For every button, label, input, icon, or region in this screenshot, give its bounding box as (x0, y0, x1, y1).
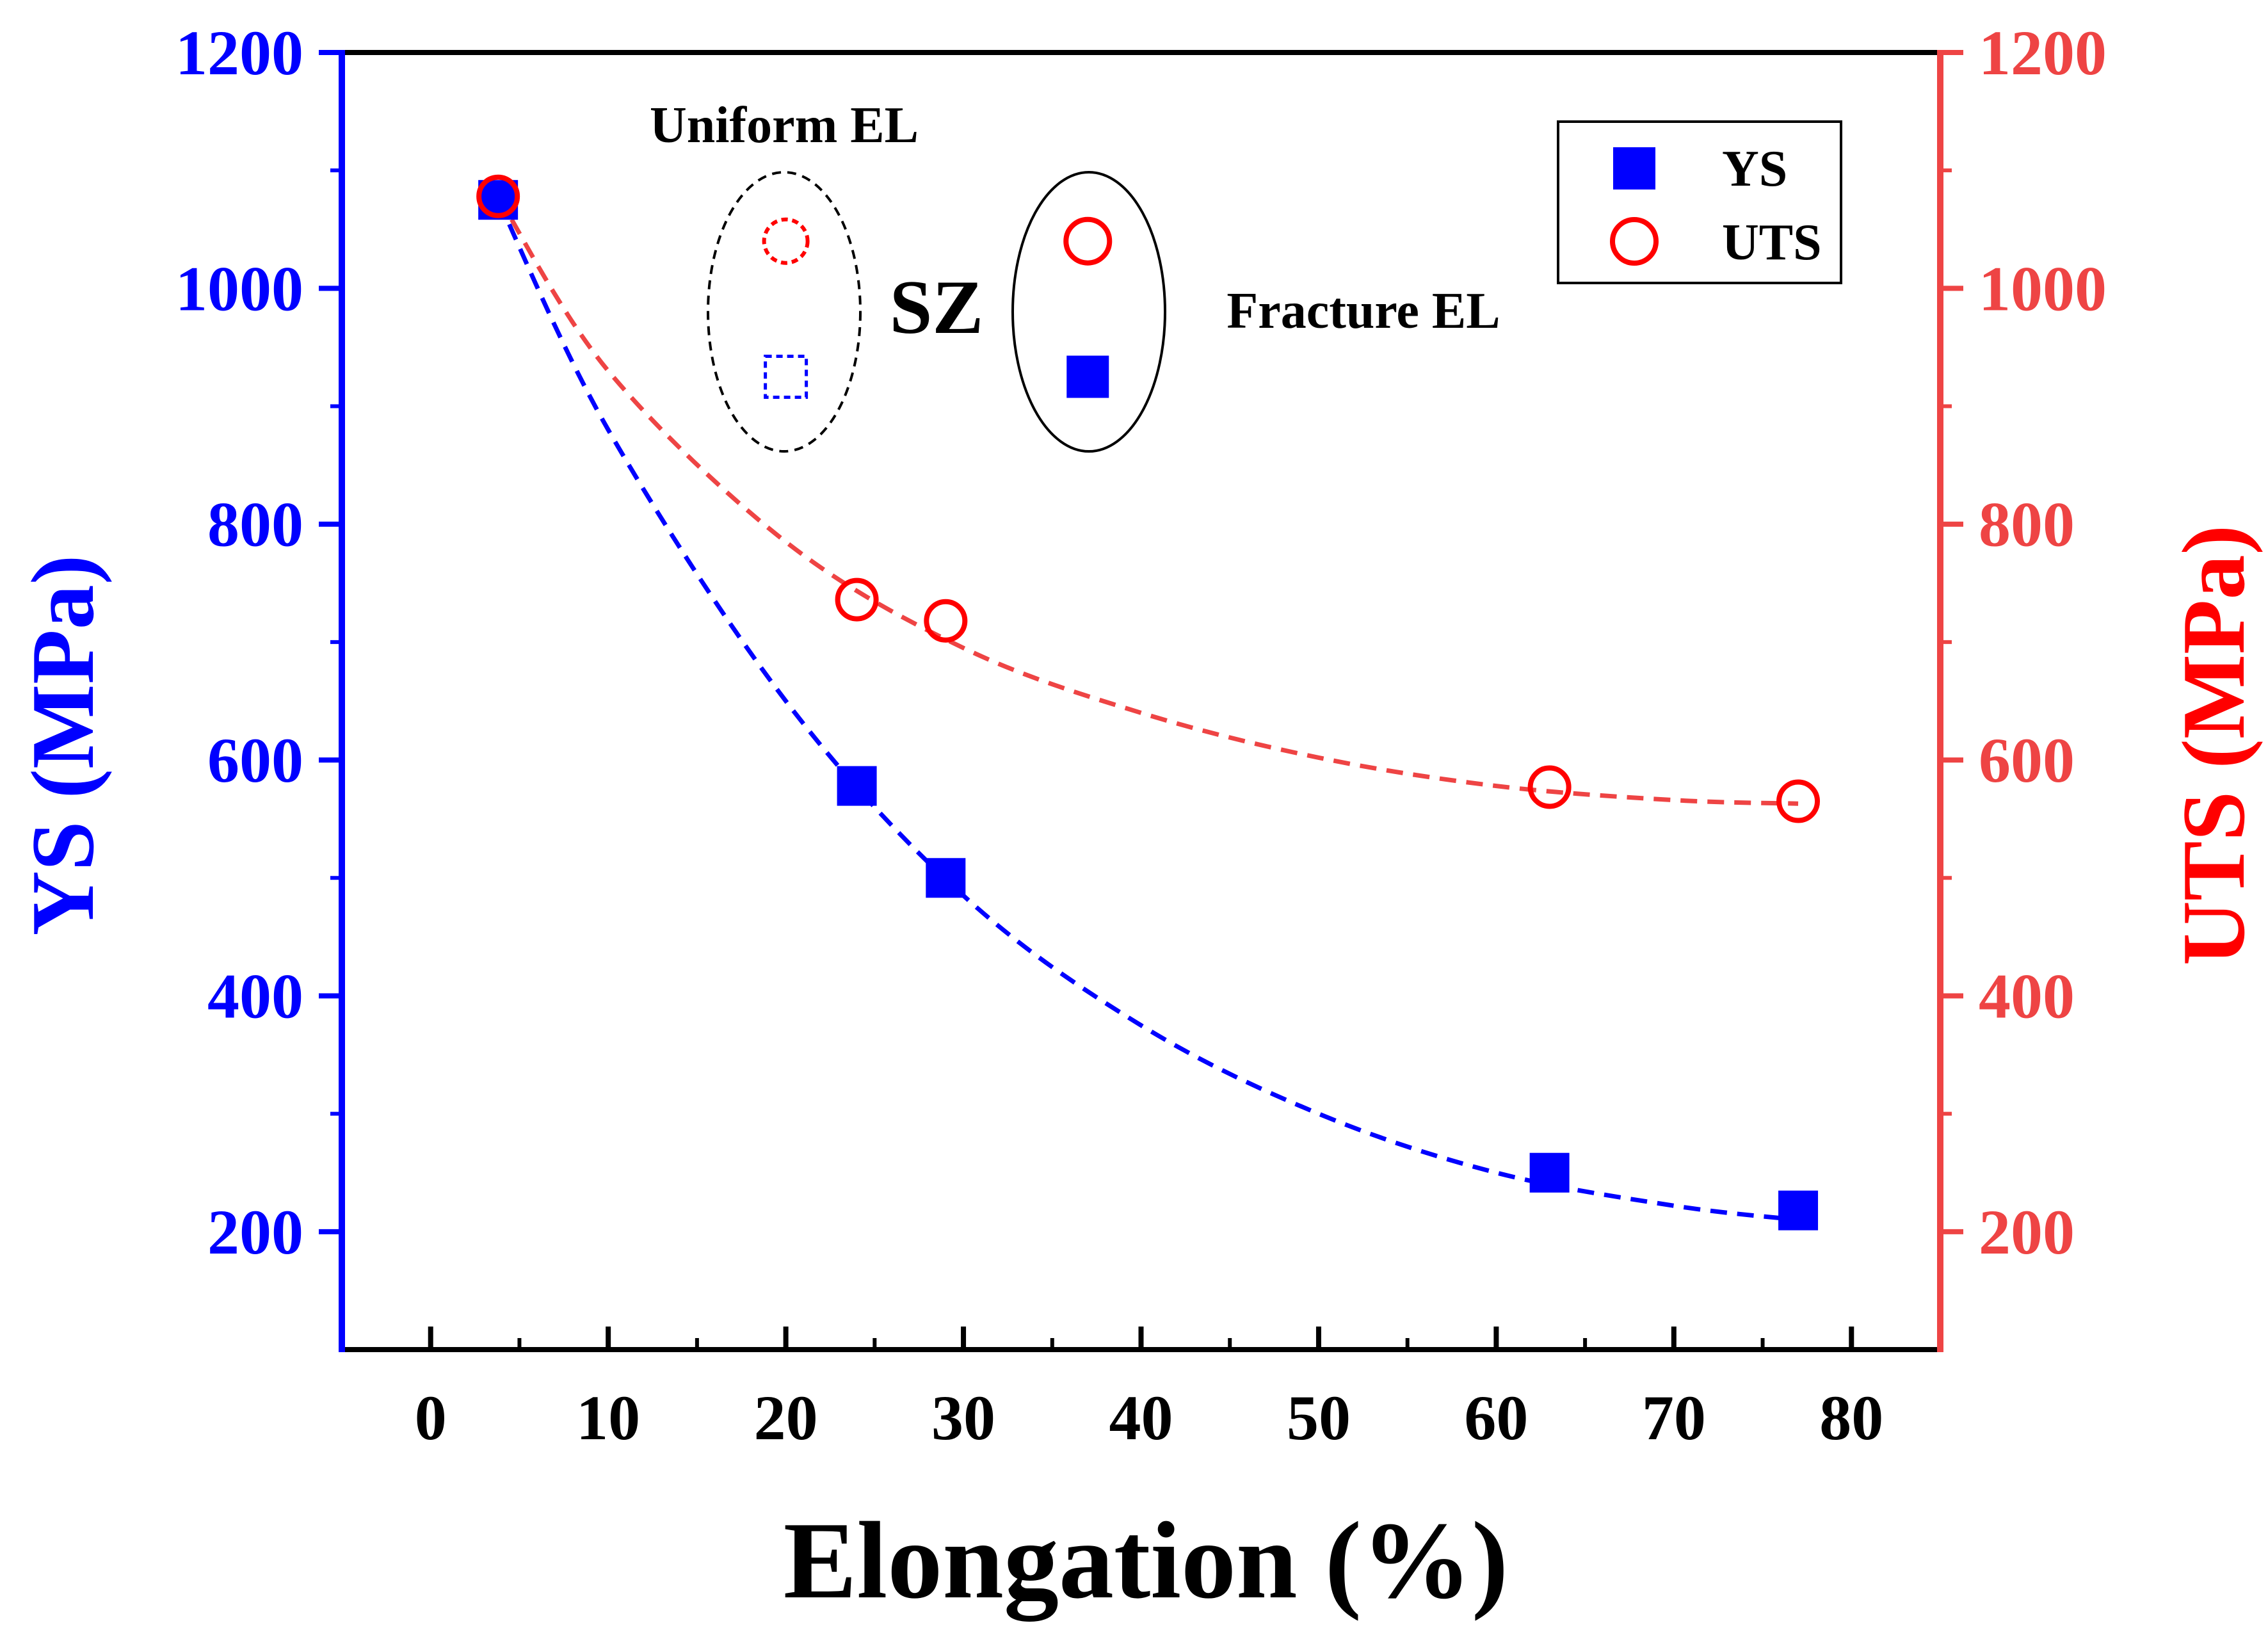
legend-box (1557, 120, 1842, 284)
axes: 0 10 20 30 40 50 60 70 80 200 400 600 800 1000 1200 200… (175, 17, 2107, 1453)
x-tick-label: 40 (1109, 1382, 1173, 1453)
uniform-el-ys-marker (764, 355, 808, 399)
legend-ys-label: YS (1722, 141, 1787, 197)
y-left-tick-label: 1200 (175, 17, 303, 88)
x-axis-label: Elongation (%) (784, 1500, 1508, 1622)
sz-label: SZ (890, 264, 984, 350)
fit-curves (495, 195, 1799, 1222)
legend-uts-label: UTS (1722, 214, 1822, 271)
ys-fit-curve (495, 198, 1799, 1222)
y-left-tick-label: 600 (207, 725, 303, 796)
uniform-el-ellipse (707, 171, 862, 453)
uts-fit-curve (496, 195, 1799, 806)
legend: YS UTS (1557, 120, 1842, 284)
x-tick-label: 80 (1819, 1382, 1883, 1453)
legend-uts-marker (1610, 217, 1659, 266)
y-right-tick-label: 1000 (1979, 253, 2107, 324)
data-points (476, 174, 1821, 1231)
y-left-tick-label: 200 (207, 1197, 303, 1268)
x-tick-label: 70 (1642, 1382, 1706, 1453)
uts-data-point (924, 599, 968, 643)
fracture-el-label: Fracture EL (1226, 283, 1500, 339)
fracture-el-uts-marker (1063, 216, 1113, 266)
y-axis-left-label: YS (MPa) (13, 555, 113, 936)
x-tick-label: 20 (754, 1382, 818, 1453)
y-left-tick-label: 400 (207, 960, 303, 1031)
x-tick-label: 0 (415, 1382, 447, 1453)
uniform-el-uts-marker (762, 217, 810, 265)
x-tick-label: 10 (576, 1382, 640, 1453)
y-left-tick-label: 1000 (175, 253, 303, 324)
uniform-el-label: Uniform EL (650, 97, 919, 154)
ys-data-point (926, 858, 966, 898)
x-tick-label: 50 (1287, 1382, 1351, 1453)
uts-data-point (476, 174, 520, 218)
annotations: Uniform EL SZ Fracture EL (650, 97, 1500, 453)
y-right-tick-label: 400 (1979, 960, 2075, 1031)
uts-data-point (1527, 765, 1572, 809)
ys-data-point (837, 766, 877, 806)
uts-data-point (835, 577, 879, 622)
fracture-el-ellipse (1011, 171, 1166, 453)
x-tick-label: 60 (1464, 1382, 1528, 1453)
ys-data-point (1529, 1152, 1570, 1193)
x-tick-label: 30 (931, 1382, 995, 1453)
y-axis-right-label: UTS (MPa) (2164, 525, 2264, 965)
y-right-tick-label: 200 (1979, 1197, 2075, 1268)
y-left-tick-label: 800 (207, 489, 303, 560)
y-right-tick-label: 800 (1979, 489, 2075, 560)
legend-ys-marker (1613, 147, 1655, 190)
axis-labels: Elongation (%) YS (MPa) UTS (MPa) (13, 525, 2264, 1622)
y-right-tick-label: 600 (1979, 725, 2075, 796)
y-right-tick-label: 1200 (1979, 17, 2107, 88)
uts-data-point (1776, 779, 1821, 823)
ys-data-point (1778, 1190, 1819, 1231)
fracture-el-ys-marker (1066, 355, 1109, 398)
